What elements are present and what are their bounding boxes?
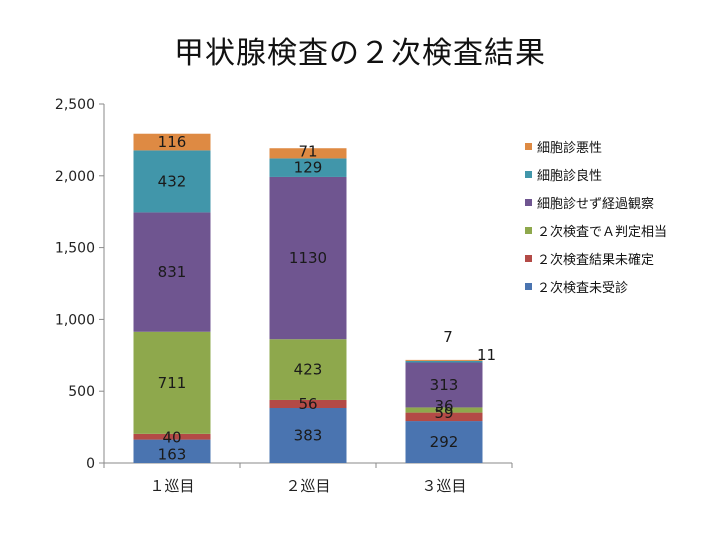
bar-segment (269, 176, 347, 340)
legend-label: 細胞診良性 (537, 168, 602, 184)
data-label: 71 (298, 142, 317, 160)
x-tick-label: ３巡目 (421, 477, 466, 495)
legend-label: ２次検査結果未確定 (537, 252, 654, 268)
bar-segment (405, 362, 483, 408)
data-label: 7 (443, 328, 453, 346)
data-label: 383 (294, 427, 323, 445)
legend-swatch (525, 171, 532, 178)
bar-segment (405, 421, 483, 463)
data-label: 36 (434, 397, 453, 415)
x-tick-label: ２巡目 (285, 477, 330, 495)
data-label: 432 (158, 172, 187, 190)
data-label: 56 (298, 395, 317, 413)
bar-segment (405, 360, 483, 363)
y-tick-label: 2,500 (55, 97, 95, 113)
data-label: 116 (158, 133, 187, 151)
bar-segment (133, 433, 211, 440)
data-label: 40 (162, 429, 181, 447)
x-tick-label: １巡目 (149, 477, 194, 495)
data-label: 292 (430, 433, 459, 451)
bar-segment (133, 212, 211, 332)
bar-segment (133, 331, 211, 434)
bar-segment (269, 158, 347, 177)
bar-segment (133, 439, 211, 463)
bar-segment (133, 150, 211, 213)
data-label: 129 (294, 159, 323, 177)
chart-title: 甲状腺検査の２次検査結果 (174, 36, 546, 71)
data-label: 163 (158, 445, 187, 463)
data-label: 313 (430, 376, 459, 394)
bar-segment (269, 399, 347, 409)
legend-swatch (525, 227, 532, 234)
y-tick-label: 1,000 (55, 312, 95, 328)
data-label: 59 (434, 404, 453, 422)
legend-label: 細胞診せず経過観察 (537, 196, 654, 212)
bar-segment (269, 339, 347, 400)
legend-swatch (525, 143, 532, 150)
legend-label: ２次検査未受診 (537, 280, 628, 296)
data-label: 1130 (289, 249, 327, 267)
y-tick-label: 500 (68, 384, 95, 400)
bar-segment (405, 359, 483, 361)
legend-swatch (525, 283, 532, 290)
y-tick-label: 2,000 (55, 169, 95, 185)
legend-swatch (525, 255, 532, 262)
data-label: 831 (158, 263, 187, 281)
y-tick-label: 0 (86, 456, 95, 472)
legend-label: 細胞診悪性 (537, 140, 602, 156)
bar-segment (269, 148, 347, 159)
bar-segment (405, 412, 483, 422)
legend-label: ２次検査でＡ判定相当 (537, 224, 667, 240)
y-tick-label: 1,500 (55, 241, 95, 257)
bar-segment (405, 407, 483, 413)
data-label: 11 (477, 346, 496, 364)
bar-segment (133, 133, 211, 151)
data-label: 711 (158, 374, 187, 392)
data-label: 423 (294, 361, 323, 379)
bar-segment (269, 408, 347, 463)
legend-swatch (525, 199, 532, 206)
